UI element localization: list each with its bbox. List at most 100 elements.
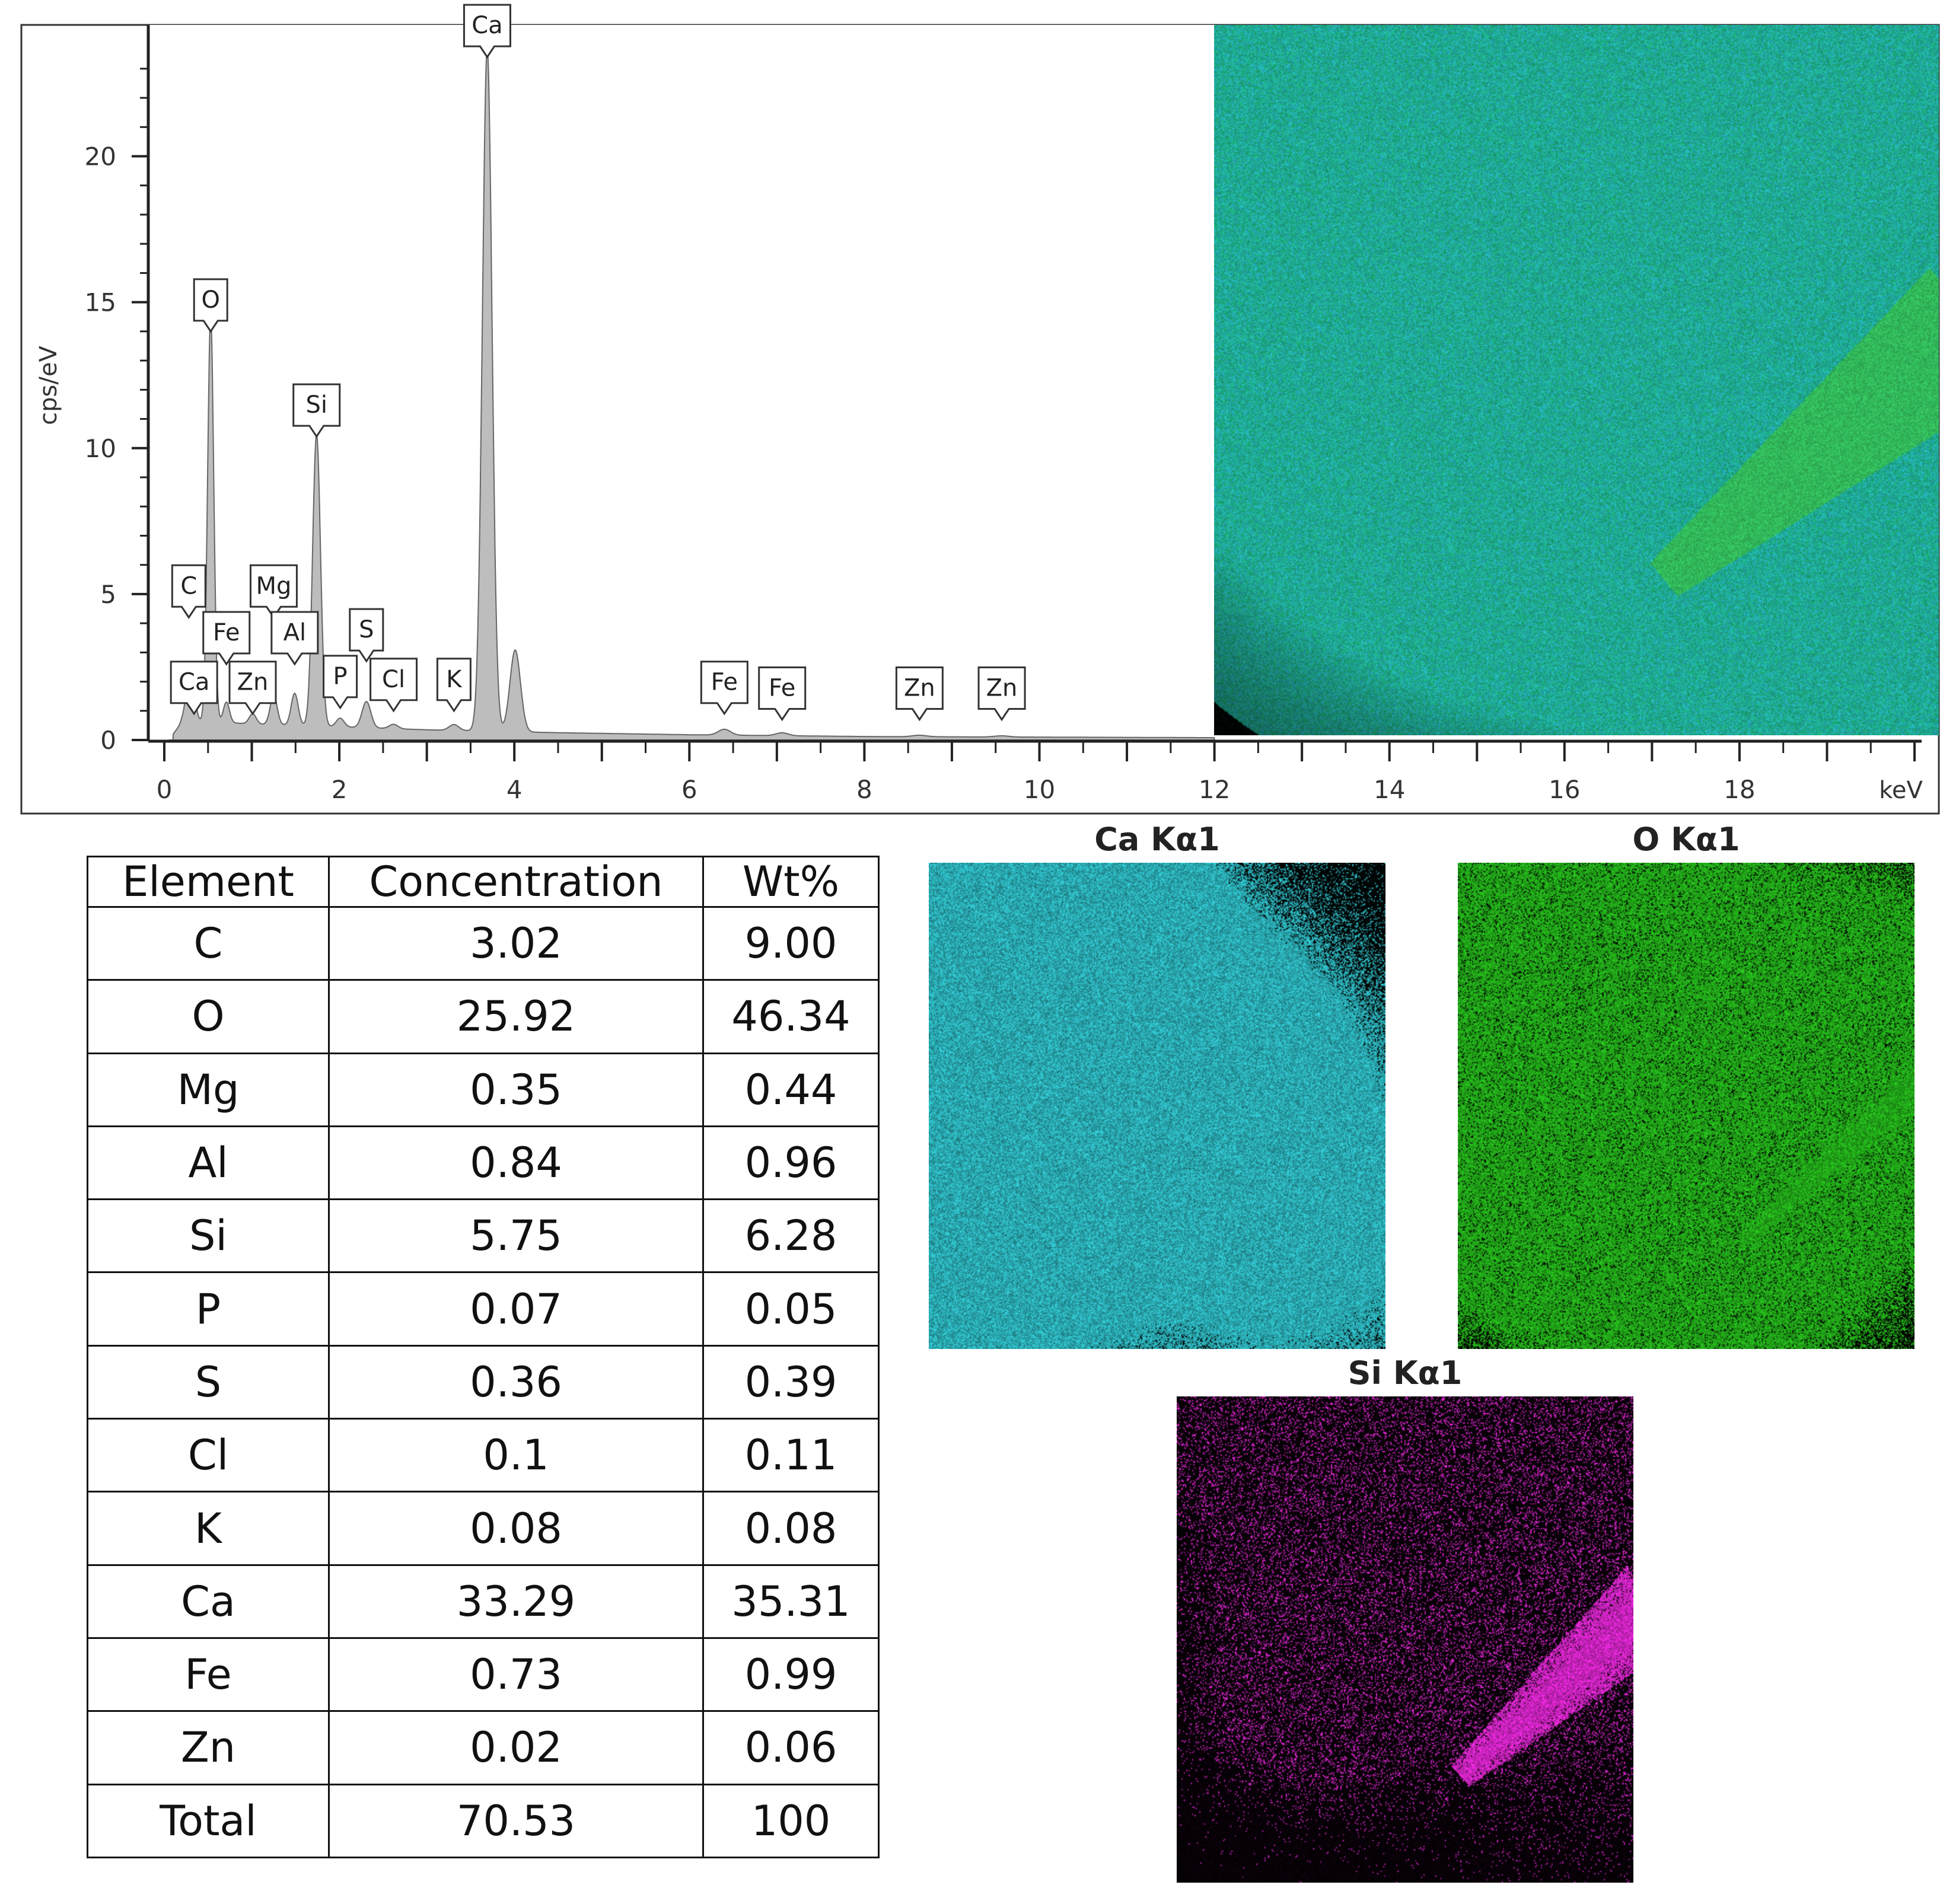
table-row: S 0.36 0.39: [87, 1344, 880, 1420]
x-tick-label: 2: [332, 775, 348, 804]
cell-wt-percent: 0.96: [702, 1125, 880, 1201]
peak-label-text: Cl: [382, 666, 405, 693]
cell-element: Zn: [87, 1710, 330, 1785]
cell-element: K: [87, 1491, 330, 1566]
cell-concentration: 0.35: [328, 1052, 704, 1127]
peak-label-text: Zn: [904, 675, 935, 702]
peak-label-box: [193, 278, 228, 333]
cell-wt-percent: 9.00: [702, 905, 880, 981]
cell-concentration: 0.07: [328, 1271, 704, 1347]
peak-label-box: [202, 611, 251, 666]
peak-label-box: [270, 611, 319, 666]
cell-wt-percent: 100: [702, 1783, 880, 1859]
peak-label: Si: [292, 383, 341, 438]
peak-label-text: Zn: [237, 669, 269, 696]
table-row: C 3.02 9.00: [87, 905, 880, 981]
peak-label-box: [758, 666, 807, 722]
peak-label-text: Fe: [769, 675, 795, 702]
peak-label: Zn: [228, 661, 277, 716]
peak-label-text: Si: [305, 391, 327, 419]
peak-label-text: K: [446, 666, 463, 693]
cell-concentration: 25.92: [328, 979, 704, 1054]
spectrum-area: [168, 48, 1215, 741]
peak-label-box: [171, 564, 206, 619]
y-tick-label: 10: [85, 434, 116, 463]
peak-label-text: Al: [284, 619, 306, 646]
cell-element: Al: [87, 1125, 330, 1201]
y-tick-label: 0: [100, 726, 116, 755]
cell-element: P: [87, 1271, 330, 1347]
cell-wt-percent: 6.28: [702, 1198, 880, 1274]
header-wt-percent: Wt%: [702, 856, 880, 908]
cell-wt-percent: 0.39: [702, 1344, 880, 1420]
cell-wt-percent: 0.99: [702, 1637, 880, 1712]
y-tick-label: 20: [85, 142, 116, 171]
peak-label: Al: [270, 611, 319, 666]
x-tick-label: 10: [1024, 775, 1055, 804]
peak-label-box: [977, 666, 1026, 722]
cell-wt-percent: 0.08: [702, 1491, 880, 1566]
x-axis-unit: keV: [1879, 777, 1923, 804]
x-tick-label: 12: [1199, 775, 1230, 804]
table-row: Al 0.84 0.96: [87, 1125, 880, 1201]
peak-label: Cl: [369, 658, 418, 713]
header-concentration: Concentration: [328, 856, 704, 908]
si-element-map: [1177, 1396, 1633, 1883]
cell-wt-percent: 35.31: [702, 1564, 880, 1639]
peak-label-text: Mg: [256, 572, 291, 599]
table-row: Mg 0.35 0.44: [87, 1052, 880, 1127]
eds-spectrum-chart: 0 5 10 15 20 0 2 4 6 8 10 12 14 16 18 Ca O Si C Mg Fe Al S Ca Z…: [20, 4, 1940, 815]
peak-label-box: [436, 658, 472, 713]
peak-label: S: [349, 608, 384, 663]
peak-label: Fe: [202, 611, 251, 666]
cell-concentration: 70.53: [328, 1783, 704, 1859]
y-axis-label: cps/eV: [35, 346, 62, 425]
peak-label: O: [193, 278, 228, 333]
si-map-title: Si Kα1: [1348, 1354, 1463, 1392]
table-row: Si 5.75 6.28: [87, 1198, 880, 1274]
peak-label: C: [171, 564, 206, 619]
peak-label-text: P: [333, 663, 348, 690]
peak-label: Ca: [170, 661, 218, 716]
x-tick-label: 8: [856, 775, 872, 804]
cell-concentration: 3.02: [328, 905, 704, 981]
table-row: O 25.92 46.34: [87, 979, 880, 1054]
table-row: Cl 0.1 0.11: [87, 1418, 880, 1493]
table-row: Fe 0.73 0.99: [87, 1637, 880, 1712]
ca-map-title: Ca Kα1: [1094, 821, 1220, 858]
cell-wt-percent: 0.11: [702, 1418, 880, 1493]
cell-element: S: [87, 1344, 330, 1420]
peak-label-box: [369, 658, 418, 713]
ca-element-map: [929, 863, 1385, 1349]
peak-label-box: [895, 666, 944, 722]
peak-label-box: [170, 661, 218, 716]
peak-label: Zn: [977, 666, 1026, 722]
element-concentration-table: Element Concentration Wt% C 3.02 9.00 O 25.9…: [87, 856, 880, 1859]
peak-label: Fe: [758, 666, 807, 722]
table-row: Zn 0.02 0.06: [87, 1710, 880, 1785]
peak-label-text: O: [201, 286, 219, 314]
cell-element: C: [87, 905, 330, 981]
cell-element: Ca: [87, 1564, 330, 1639]
peak-label: Fe: [700, 661, 748, 716]
cell-element: Total: [87, 1783, 330, 1859]
plot-area: [148, 25, 1214, 740]
x-tick-label: 4: [507, 775, 523, 804]
peak-label-text: C: [180, 572, 197, 599]
peak-label: Ca: [463, 4, 511, 59]
peak-label-box: [323, 655, 358, 710]
peak-label-text: Ca: [472, 12, 502, 39]
peak-label-box: [463, 4, 511, 59]
peak-label-box: [228, 661, 277, 716]
cell-concentration: 33.29: [328, 1564, 704, 1639]
y-tick-label: 5: [100, 580, 116, 609]
o-element-map: [1458, 863, 1915, 1349]
cell-wt-percent: 0.06: [702, 1710, 880, 1785]
peak-label-text: Zn: [986, 675, 1018, 702]
cell-element: Si: [87, 1198, 330, 1274]
cell-wt-percent: 46.34: [702, 979, 880, 1054]
peak-label-box: [292, 383, 341, 438]
table-row: Total 70.53 100: [87, 1783, 880, 1859]
x-tick-label: 6: [681, 775, 697, 804]
x-tick-label: 18: [1724, 775, 1755, 804]
